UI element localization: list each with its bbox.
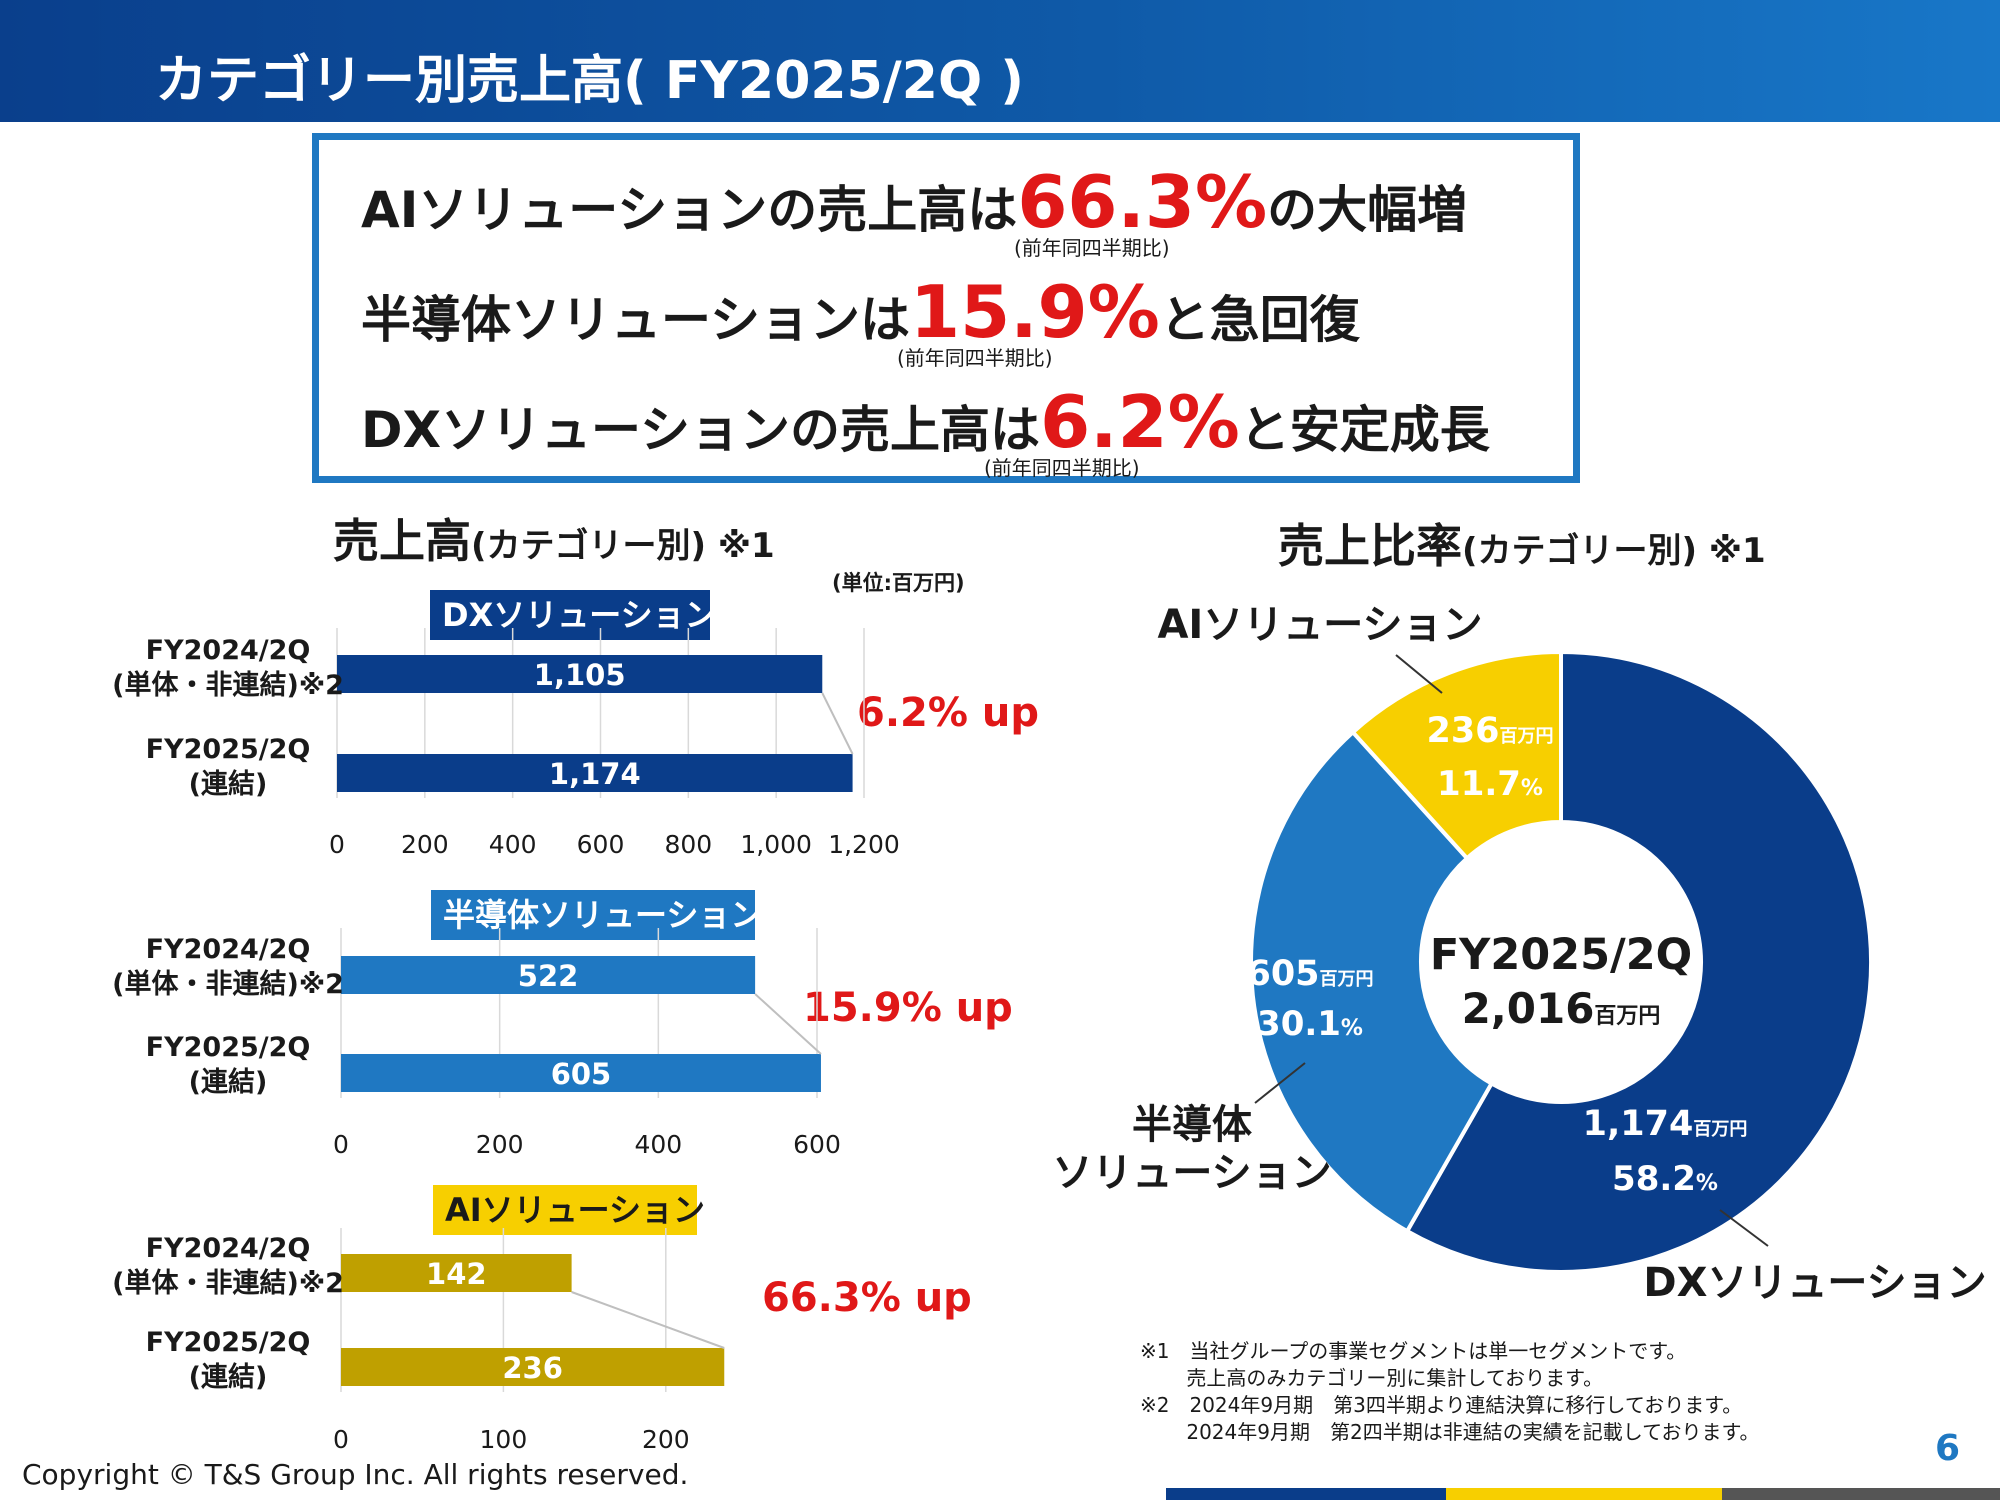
dx-x-tick-label: 600: [577, 830, 625, 859]
ai-bar-value-label: 142: [426, 1257, 487, 1291]
dx-growth-label: 6.2% up: [857, 690, 1039, 736]
ai-x-tick-label: 0: [333, 1425, 349, 1454]
slice-category-label: ソリューション: [1052, 1150, 1331, 1196]
ai-category-label: (単体・非連結)※2: [112, 1267, 344, 1299]
dx-category-label: FY2025/2Q: [146, 734, 311, 765]
slice-category-label: AIソリューション: [1157, 602, 1482, 648]
bottom-bar-gray: [1722, 1488, 2000, 1500]
slice-value-label: 605百万円: [1246, 954, 1373, 994]
slice-leader-line: [1395, 654, 1443, 694]
ai-bar: [341, 1254, 572, 1292]
slice-category-label: DXソリューション: [1643, 1260, 1986, 1306]
dx-x-tick-label: 0: [329, 830, 345, 859]
semi-bar: [341, 956, 756, 994]
donut-slice: [1249, 729, 1495, 1234]
slice-category-label: 半導体: [1132, 1102, 1252, 1148]
dx-bar: [337, 655, 823, 693]
headline-dx-pre: DXソリューションの売上高は: [361, 401, 1041, 459]
ai-category-label: FY2025/2Q: [146, 1327, 311, 1358]
headline-dx: DXソリューションの売上高は6.2%と安定成長: [361, 380, 1490, 464]
dx-x-tick-label: 200: [401, 830, 449, 859]
dx-category-label: (単体・非連結)※2: [112, 669, 344, 701]
semi-x-tick-label: 200: [476, 1130, 524, 1159]
semi-x-tick-label: 0: [333, 1130, 349, 1159]
semi-category-label: (単体・非連結)※2: [112, 968, 344, 1000]
right-section-title-sub: (カテゴリー別) ※1: [1462, 531, 1766, 571]
left-section-title-main: 売上高: [333, 514, 471, 568]
ai-chart-title: AIソリューション: [433, 1185, 705, 1235]
semi-category-label: FY2025/2Q: [146, 1032, 311, 1063]
headline-ai: AIソリューションの売上高は66.3%の大幅増: [361, 160, 1467, 244]
dx-bar-value-label: 1,174: [549, 757, 641, 791]
dx-bar: [337, 754, 853, 792]
semi-category-label: (連結): [189, 1066, 268, 1098]
headline-ai-pre: AIソリューションの売上高は: [361, 181, 1018, 239]
left-section-title: 売上高(カテゴリー別) ※1: [333, 505, 775, 571]
slide-header: カテゴリー別売上高( FY2025/2Q ): [0, 0, 2000, 122]
slice-percent-label: 58.2%: [1612, 1159, 1718, 1199]
unit-label: (単位:百万円): [832, 571, 965, 595]
slice-value-label: 1,174百万円: [1583, 1104, 1748, 1144]
headline-semi-note: (前年同四半期比): [897, 346, 1053, 370]
dx-x-tick-label: 400: [489, 830, 537, 859]
headline-semi-post: と急回復: [1159, 291, 1360, 349]
headline-semi-pre: 半導体ソリューションは: [361, 291, 910, 349]
semi-bar-value-label: 605: [551, 1057, 612, 1091]
donut-slices: [1249, 649, 1873, 1274]
headline-dx-note: (前年同四半期比): [984, 456, 1140, 480]
dx-bar-value-label: 1,105: [534, 658, 626, 692]
semi-category-label: FY2024/2Q: [146, 934, 311, 965]
headline-box: AIソリューションの売上高は66.3%の大幅増 (前年同四半期比) 半導体ソリュ…: [312, 133, 1580, 483]
left-section-title-sub: (カテゴリー別) ※1: [471, 526, 775, 566]
donut-center-label: FY2025/2Q: [1430, 930, 1692, 980]
slice-leader-line: [1254, 1062, 1306, 1104]
ai-x-tick-label: 200: [642, 1425, 690, 1454]
dx-x-tick-label: 800: [664, 830, 712, 859]
right-section-title-main: 売上比率: [1278, 519, 1462, 573]
bottom-bar-yellow: [1446, 1488, 1722, 1500]
ai-growth-label: 66.3% up: [762, 1275, 972, 1321]
headline-ai-pct: 66.3%: [1017, 160, 1268, 244]
ai-bar: [341, 1348, 725, 1386]
bottom-bar-blue: [1166, 1488, 1446, 1500]
ai-connector-line: [571, 1291, 725, 1349]
slice-percent-label: 11.7%: [1437, 764, 1543, 804]
semi-chart-title: 半導体ソリューション: [431, 890, 762, 940]
donut-center-value: 2,016百万円: [1462, 984, 1661, 1033]
dx-x-tick-label: 1,200: [828, 830, 900, 859]
ai-category-label: FY2024/2Q: [146, 1233, 311, 1264]
right-section-title: 売上比率(カテゴリー別) ※1: [1278, 510, 1766, 576]
ai-bar-value-label: 236: [502, 1351, 563, 1385]
ai-x-tick-label: 100: [480, 1425, 528, 1454]
headline-ai-note: (前年同四半期比): [1014, 236, 1170, 260]
semi-bar-chart: 0 200 400 600 522 FY2024/2Q(単体・非連結)※2 605 FY202…: [112, 928, 841, 1159]
dx-category-label: FY2024/2Q: [146, 635, 311, 666]
headline-dx-post: と安定成長: [1239, 401, 1490, 459]
dx-connector-line: [821, 692, 854, 755]
semi-x-tick-label: 600: [793, 1130, 841, 1159]
slice-value-label: 236百万円: [1426, 711, 1553, 751]
headline-ai-post: の大幅増: [1267, 181, 1468, 239]
semi-bar: [341, 1054, 821, 1092]
semi-bar-value-label: 522: [518, 959, 579, 993]
donut-slice: [1350, 649, 1563, 862]
page-number: 6: [1935, 1428, 1961, 1469]
dx-category-label: (連結): [189, 768, 268, 800]
semi-growth-label: 15.9% up: [803, 985, 1013, 1031]
ai-bar-chart: 0 100 200 142 FY2024/2Q(単体・非連結)※2 236 FY2025/2…: [112, 1228, 725, 1454]
donut-slice: [1404, 649, 1873, 1274]
slice-percent-label: 30.1%: [1257, 1004, 1363, 1044]
dx-x-tick-label: 1,000: [740, 830, 812, 859]
slice-leader-line: [1719, 1209, 1769, 1247]
dx-chart-title: DXソリューション: [430, 590, 717, 640]
headline-semi-pct: 15.9%: [910, 270, 1160, 354]
footnotes: ※1 当社グループの事業セグメントは単一セグメントです。 売上高のみカテゴリー別…: [1140, 1339, 1760, 1444]
semi-x-tick-label: 400: [634, 1130, 682, 1159]
copyright: Copyright © T&S Group Inc. All rights re…: [22, 1458, 689, 1491]
dx-bar-chart: 0 200 400 600 800 1,000 1,200 1,105 FY2024/2Q(単体…: [112, 628, 900, 859]
ai-category-label: (連結): [189, 1361, 268, 1393]
headline-semi: 半導体ソリューションは15.9%と急回復: [361, 270, 1360, 354]
headline-dx-pct: 6.2%: [1040, 380, 1240, 464]
slide-title: カテゴリー別売上高( FY2025/2Q ): [155, 51, 1025, 111]
